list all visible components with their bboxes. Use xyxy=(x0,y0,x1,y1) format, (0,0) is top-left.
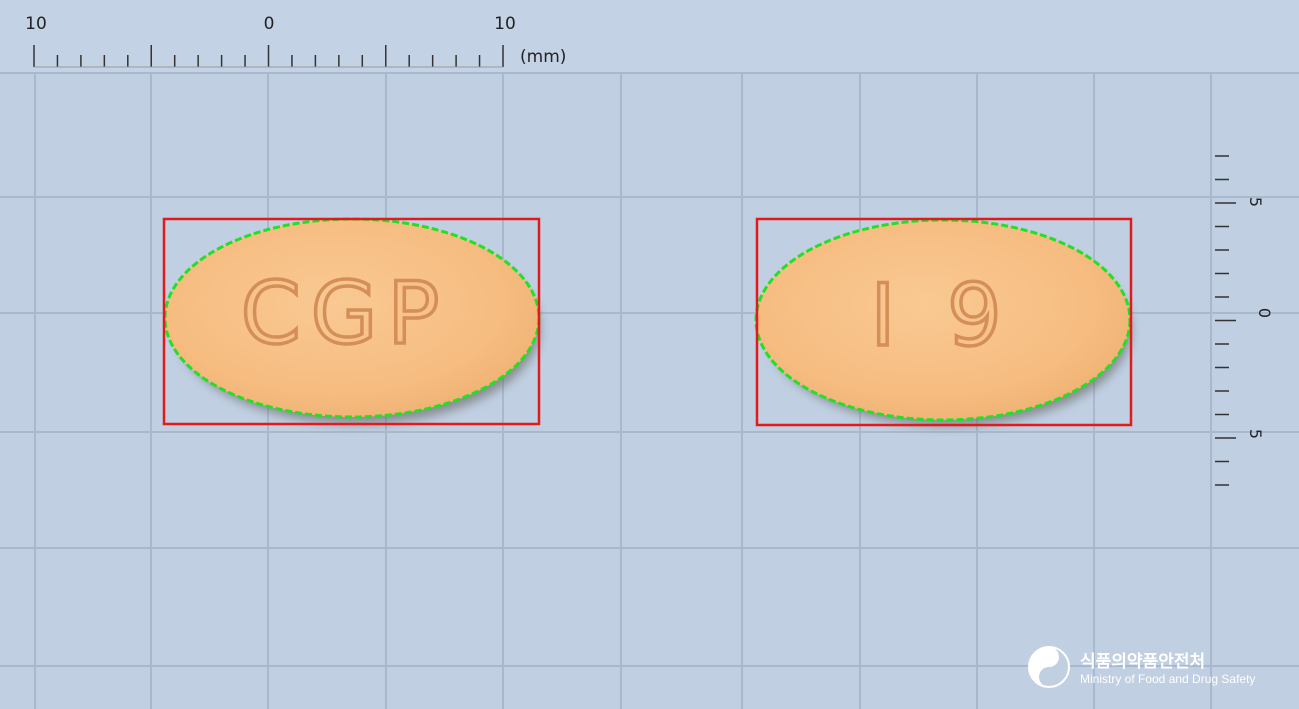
ruler-top-band xyxy=(0,0,1299,72)
logo-korean-text: 식품의약품안전처 xyxy=(1080,651,1205,672)
logo-english-text: Ministry of Food and Drug Safety xyxy=(1080,672,1255,686)
ruler-right-label-center: 0 xyxy=(1255,308,1274,318)
pill-back: I 9 xyxy=(754,217,1133,427)
ruler-top-label-right: 10 xyxy=(494,14,516,34)
ruler-top-label-left: 10 xyxy=(25,14,47,34)
ruler-unit-label: (mm) xyxy=(520,47,566,67)
pill-back-body xyxy=(756,220,1130,420)
pill-front-body xyxy=(165,219,539,417)
pill-front-bounding-box xyxy=(162,217,541,426)
ruler-top: 10 0 10 (mm) xyxy=(25,14,566,68)
pill-front: CGP xyxy=(162,217,541,426)
ruler-right-label-top: 5 xyxy=(1246,197,1265,207)
pill-front-imprint: CGP xyxy=(241,264,450,364)
pill-back-imprint: I 9 xyxy=(870,266,1013,366)
mfds-logo: 식품의약품안전처 Ministry of Food and Drug Safet… xyxy=(1028,646,1255,688)
ruler-right-label-bottom: 5 xyxy=(1246,429,1265,439)
ruler-top-label-center: 0 xyxy=(264,14,275,34)
pill-back-bounding-box xyxy=(755,217,1133,427)
ruler-right: 5 0 5 xyxy=(1215,155,1274,486)
mfds-emblem-icon xyxy=(1028,646,1070,688)
